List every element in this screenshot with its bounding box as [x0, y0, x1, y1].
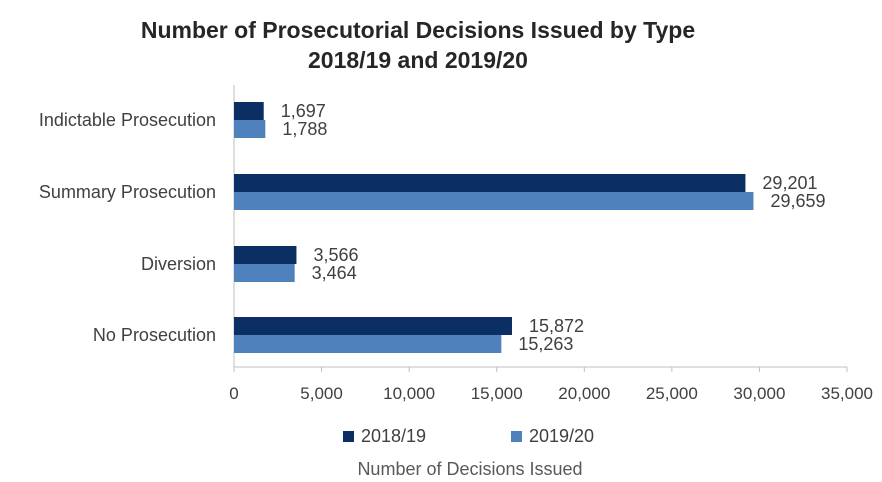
- y-category-label: No Prosecution: [93, 325, 216, 345]
- bar-2018-19: [234, 174, 746, 192]
- x-tick-label: 30,000: [733, 384, 785, 403]
- chart-title-line-1: Number of Prosecutorial Decisions Issued…: [140, 17, 696, 43]
- bar-2019-20: [234, 264, 295, 282]
- bar-2018-19: [234, 317, 512, 335]
- chart-title-line-2: 2018/19 and 2019/20: [308, 47, 528, 73]
- data-label: 3,464: [312, 263, 357, 283]
- y-category-label: Diversion: [141, 254, 216, 274]
- legend-item-2019-20: 2019/20: [511, 426, 594, 447]
- legend-label-2018-19: 2018/19: [361, 426, 427, 446]
- y-category-label: Indictable Prosecution: [39, 110, 216, 130]
- x-tick-label: 0: [229, 384, 238, 403]
- data-label: 29,201: [762, 173, 817, 193]
- data-label: 15,263: [518, 334, 573, 354]
- x-axis-title: Number of Decisions Issued: [357, 459, 583, 479]
- data-label: 1,788: [282, 119, 327, 139]
- legend-label-2019-20: 2019/20: [529, 426, 595, 446]
- x-tick-label: 10,000: [383, 384, 435, 403]
- y-category-label: Summary Prosecution: [39, 182, 216, 202]
- bar-2018-19: [234, 246, 297, 264]
- legend: 2018/19 2019/20: [0, 426, 882, 450]
- data-label: 15,872: [529, 316, 584, 336]
- x-tick-label: 25,000: [646, 384, 698, 403]
- data-label: 3,566: [313, 245, 358, 265]
- x-tick-label: 15,000: [471, 384, 523, 403]
- bar-2019-20: [234, 120, 266, 138]
- x-tick-label: 5,000: [300, 384, 343, 403]
- bar-2018-19: [234, 102, 264, 120]
- x-tick-label: 20,000: [558, 384, 610, 403]
- x-tick-label: 35,000: [821, 384, 873, 403]
- data-label: 1,697: [281, 101, 326, 121]
- data-label: 29,659: [770, 191, 825, 211]
- bar-2019-20: [234, 335, 502, 353]
- legend-swatch-2019-20: [511, 431, 522, 442]
- bar-2019-20: [234, 192, 754, 210]
- legend-swatch-2018-19: [343, 431, 354, 442]
- legend-item-2018-19: 2018/19: [343, 426, 426, 447]
